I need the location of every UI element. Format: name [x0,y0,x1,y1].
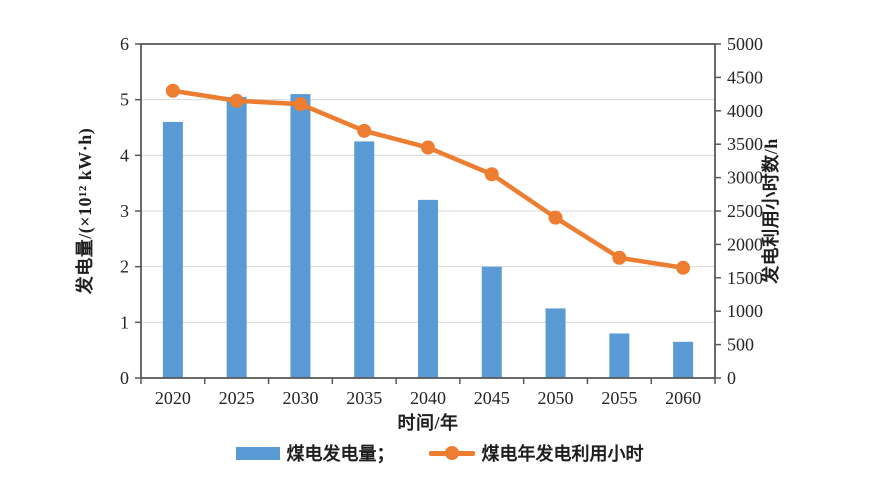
line-marker-2055 [612,250,627,265]
line-marker-2035 [357,123,372,138]
right-axis-title: 发电利用小时数/h [761,138,781,284]
x-axis-tick-label: 2045 [474,388,510,408]
bar-2045 [481,266,502,378]
line-marker-2020 [165,83,180,98]
left-axis-tick-label: 3 [120,201,129,221]
line-marker-icon [444,446,459,460]
bar-series-swatch [235,446,280,460]
line-marker-2040 [421,140,435,155]
left-axis-tick-label: 4 [120,145,129,165]
right-axis-tick-label: 5000 [727,34,763,54]
line-marker-2030 [293,97,308,112]
line-marker-2045 [484,167,499,182]
line-series-swatch [428,446,475,460]
line-marker-2025 [229,93,244,108]
right-axis-tick-label: 2500 [727,201,763,221]
right-axis-tick-label: 4000 [727,101,763,121]
bar-2035 [354,141,375,378]
right-axis-tick-label: 1000 [727,301,763,321]
line-marker-2050 [548,210,563,225]
left-axis-tick-label: 5 [120,90,129,110]
line-series-legend-label: 煤电年发电利用小时 [481,444,644,464]
left-axis-tick-label: 1 [120,312,129,332]
bar-2040 [418,199,438,378]
bar-2060 [673,341,694,378]
x-axis-tick-label: 2040 [410,388,446,408]
bar-2055 [609,333,630,378]
x-axis-tick-label: 2055 [601,388,637,408]
bar-2025 [226,96,247,378]
x-axis-tick-label: 2050 [538,388,574,408]
right-axis-tick-label: 0 [727,368,736,388]
left-axis-tick-label: 0 [120,368,129,388]
bar-series-legend-label: 煤电发电量； [286,444,395,464]
x-axis-title: 时间/年 [397,413,459,433]
left-axis-title: 发电量/(×10¹² kW·h) [75,127,95,295]
x-axis-tick-label: 2030 [282,388,318,408]
line-marker-2060 [676,260,691,275]
right-axis-tick-label: 3000 [727,168,763,188]
x-axis-tick-label: 2060 [665,388,701,408]
right-axis-tick-label: 2000 [727,234,763,254]
left-axis-tick-label: 6 [120,34,129,54]
right-axis-tick-label: 1500 [727,268,763,288]
legend-item-bar: 煤电发电量； [235,440,395,466]
legend-item-line: 煤电年发电利用小时 [428,440,644,466]
x-axis-tick-label: 2020 [155,388,191,408]
left-axis-tick-label: 2 [120,257,129,277]
right-axis-tick-label: 4500 [727,67,763,87]
bar-2050 [545,308,566,378]
right-axis-tick-label: 500 [727,335,754,355]
bar-2030 [290,94,311,378]
x-axis-tick-label: 2025 [219,388,255,408]
legend: 煤电发电量； 煤电年发电利用小时 [0,440,879,466]
bar-2020 [162,121,183,378]
x-axis-tick-label: 2035 [346,388,382,408]
right-axis-tick-label: 3500 [727,134,763,154]
